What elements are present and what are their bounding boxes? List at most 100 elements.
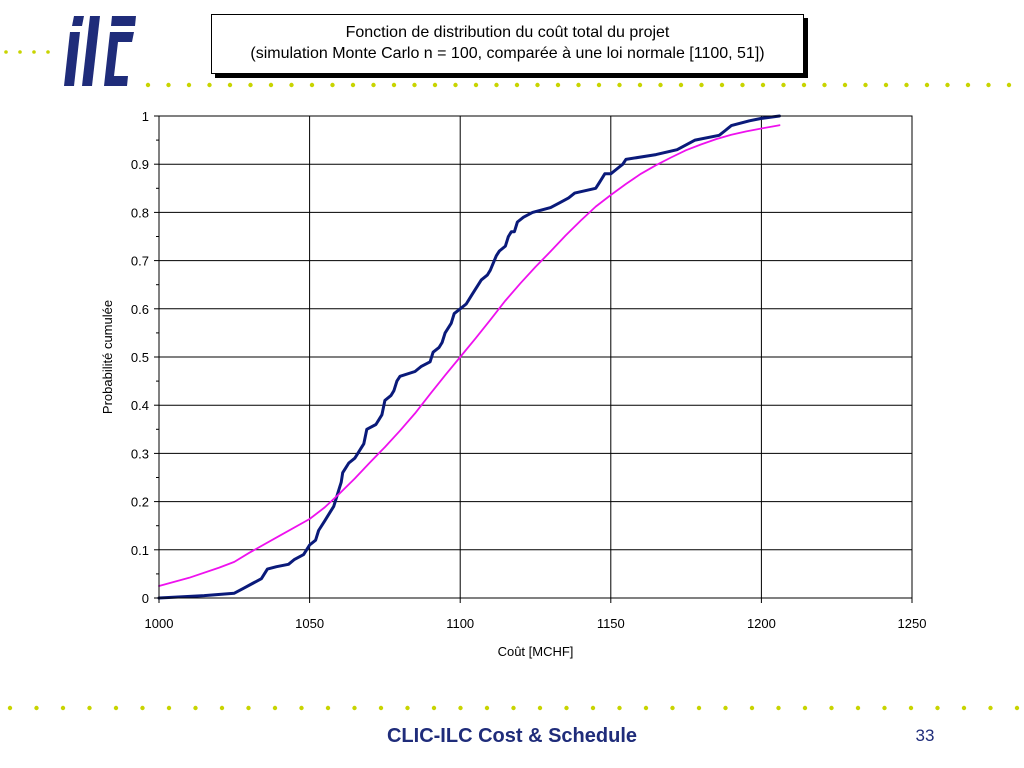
divider-dot: [555, 82, 561, 88]
divider-dot: [145, 82, 151, 88]
y-tick-label: 0.1: [131, 543, 149, 558]
divider-dot: [829, 705, 834, 711]
divider-dot: [309, 82, 315, 88]
divider-dot: [904, 82, 909, 88]
divider-dot: [1006, 82, 1012, 88]
page-number: 33: [915, 726, 935, 745]
divider-dot: [935, 705, 940, 711]
divider-dot: [412, 82, 417, 88]
y-tick-label: 0: [142, 591, 149, 606]
divider-dot: [330, 82, 335, 88]
divider-dot: [140, 705, 145, 711]
divider-dot: [696, 705, 702, 711]
divider-dot: [576, 82, 581, 88]
divider-dot: [535, 82, 540, 88]
divider-dot: [371, 82, 376, 88]
divider-dot: [219, 705, 225, 711]
divider-dot: [432, 82, 438, 88]
divider-dot: [776, 705, 781, 711]
divider-dot: [246, 705, 251, 711]
divider-dot: [60, 705, 66, 711]
divider-dot: [32, 50, 36, 54]
divider-dot: [268, 82, 274, 88]
divider-dot: [908, 705, 914, 711]
divider-dot: [670, 705, 675, 711]
x-axis-label: Coût [MCHF]: [498, 644, 574, 659]
divider-dot: [166, 82, 171, 88]
divider-dot: [166, 705, 172, 711]
divider-dot: [643, 705, 649, 711]
divider-dot: [658, 82, 663, 88]
divider-dot: [207, 82, 212, 88]
divider-dot: [723, 705, 728, 711]
divider-dot: [391, 82, 397, 88]
divider-dot: [924, 82, 930, 88]
divider-dot: [4, 50, 8, 54]
y-tick-label: 0.3: [131, 446, 149, 461]
divider-dot: [299, 705, 304, 711]
x-tick-label: 1050: [295, 616, 324, 631]
divider-dot: [473, 82, 479, 88]
divider-dot: [227, 82, 233, 88]
divider-dot: [801, 82, 807, 88]
divider-dot: [378, 705, 384, 711]
y-tick-label: 0.6: [131, 302, 149, 317]
divider-dot: [405, 705, 410, 711]
y-tick-label: 0.8: [131, 205, 149, 220]
y-tick-label: 0.9: [131, 157, 149, 172]
divider-dot: [965, 82, 971, 88]
divider-dot: [511, 705, 516, 711]
x-tick-label: 1150: [597, 616, 625, 631]
divider-dot: [352, 705, 357, 711]
divider-dot: [590, 705, 596, 711]
y-tick-label: 1: [142, 109, 149, 124]
grid: [158, 115, 913, 599]
divider-dot: [113, 705, 119, 711]
bottom-dotted-divider: [7, 705, 1020, 711]
divider-dot: [494, 82, 499, 88]
divider-dot: [289, 82, 294, 88]
divider-dot: [431, 705, 437, 711]
divider-dot: [760, 82, 766, 88]
divider-dot: [719, 82, 725, 88]
divider-dot: [18, 50, 22, 54]
chart-title: Fonction de distribution du coût total d…: [345, 24, 670, 41]
divider-dot: [617, 705, 622, 711]
chart-title-box: Fonction de distribution du coût total d…: [211, 14, 804, 74]
divider-dot: [740, 82, 745, 88]
divider-dot: [961, 705, 967, 711]
divider-dot: [87, 705, 92, 711]
x-tick-label: 1000: [145, 616, 174, 631]
divider-dot: [484, 705, 490, 711]
divider-dot: [945, 82, 950, 88]
divider-dot: [882, 705, 887, 711]
divider-dot: [699, 82, 704, 88]
divider-dot: [350, 82, 356, 88]
divider-dot: [988, 705, 993, 711]
divider-dot: [7, 705, 13, 711]
series-line-simulation: [157, 114, 781, 600]
x-tick-label: 1250: [898, 616, 927, 631]
divider-dot: [749, 705, 755, 711]
divider-dot: [617, 82, 622, 88]
divider-dot: [678, 82, 684, 88]
top-dotted-divider: [4, 50, 1012, 88]
axis-ticks: 0 0.1 0.2 0.3 0.4 0.5 0.6 0.7 0.8 0.9 1 1000 1050 110…: [131, 109, 927, 631]
y-tick-label: 0.2: [131, 495, 149, 510]
divider-dot: [193, 705, 198, 711]
divider-dot: [272, 705, 278, 711]
divider-dot: [986, 82, 991, 88]
y-tick-label: 0.7: [131, 254, 149, 269]
x-tick-label: 1200: [747, 616, 776, 631]
y-tick-label: 0.4: [131, 398, 149, 413]
chart-subtitle: (simulation Monte Carlo n = 100, comparé…: [250, 45, 765, 62]
divider-dot: [596, 82, 602, 88]
series-line-normal: [158, 124, 781, 587]
divider-dot: [186, 82, 192, 88]
divider-dot: [842, 82, 848, 88]
divider-dot: [514, 82, 520, 88]
footer-title: CLIC-ILC Cost & Schedule: [386, 725, 637, 747]
series-layer: [157, 114, 781, 600]
divider-dot: [34, 705, 39, 711]
divider-dot: [883, 82, 889, 88]
